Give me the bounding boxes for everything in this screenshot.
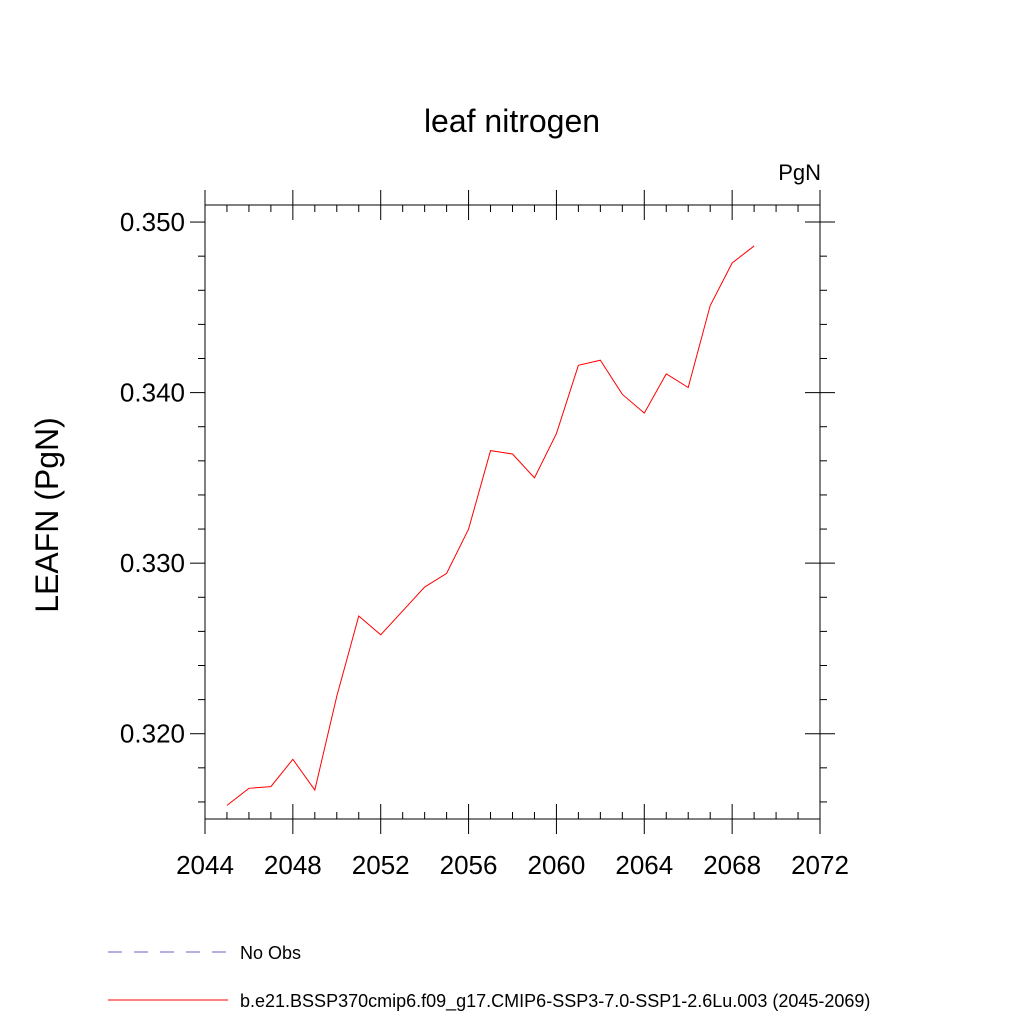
y-tick-label: 0.330 [120, 548, 185, 578]
y-tick-label: 0.350 [120, 207, 185, 237]
data-point [643, 412, 646, 415]
data-point [225, 804, 228, 807]
data-point [753, 244, 756, 247]
data-point [379, 633, 382, 636]
series-group [225, 244, 756, 807]
y-axis-label: LEAFN (PgN) [29, 417, 65, 613]
data-point [533, 476, 536, 479]
chart-title: leaf nitrogen [424, 103, 600, 139]
x-tick-label: 2044 [176, 850, 234, 880]
axis-ticks [190, 190, 835, 834]
data-point [269, 785, 272, 788]
data-point [577, 364, 580, 367]
x-tick-label: 2060 [528, 850, 586, 880]
x-tick-label: 2064 [615, 850, 673, 880]
x-tick-label: 2052 [352, 850, 410, 880]
data-point [247, 787, 250, 790]
data-point [599, 359, 602, 362]
data-point [401, 609, 404, 612]
data-point [731, 261, 734, 264]
data-point [291, 758, 294, 761]
data-point [313, 789, 316, 792]
data-point [665, 372, 668, 375]
legend-label: b.e21.BSSP370cmip6.f09_g17.CMIP6-SSP3-7.… [240, 991, 870, 1012]
y-tick-label: 0.320 [120, 719, 185, 749]
data-point [555, 432, 558, 435]
legend-label: No Obs [240, 943, 301, 963]
data-point [335, 695, 338, 698]
data-point [511, 453, 514, 456]
x-tick-label: 2072 [791, 850, 849, 880]
x-tick-label: 2048 [264, 850, 322, 880]
x-tick-label: 2056 [440, 850, 498, 880]
plot-frame [204, 204, 821, 820]
units-label: PgN [778, 160, 821, 185]
data-point [489, 449, 492, 452]
data-point [445, 572, 448, 575]
data-point [621, 393, 624, 396]
data-point [687, 386, 690, 389]
data-point [357, 615, 360, 618]
axis-tick-labels: 2044 2048 2052 2056 2060 2064 2068 2072 0.320 0.3… [120, 207, 849, 880]
data-point [423, 586, 426, 589]
x-tick-label: 2068 [703, 850, 761, 880]
y-tick-label: 0.340 [120, 378, 185, 408]
series-line-0 [226, 245, 755, 806]
data-point [709, 304, 712, 307]
legend: No Obs b.e21.BSSP370cmip6.f09_g17.CMIP6-S… [108, 943, 870, 1012]
data-point [467, 528, 470, 531]
